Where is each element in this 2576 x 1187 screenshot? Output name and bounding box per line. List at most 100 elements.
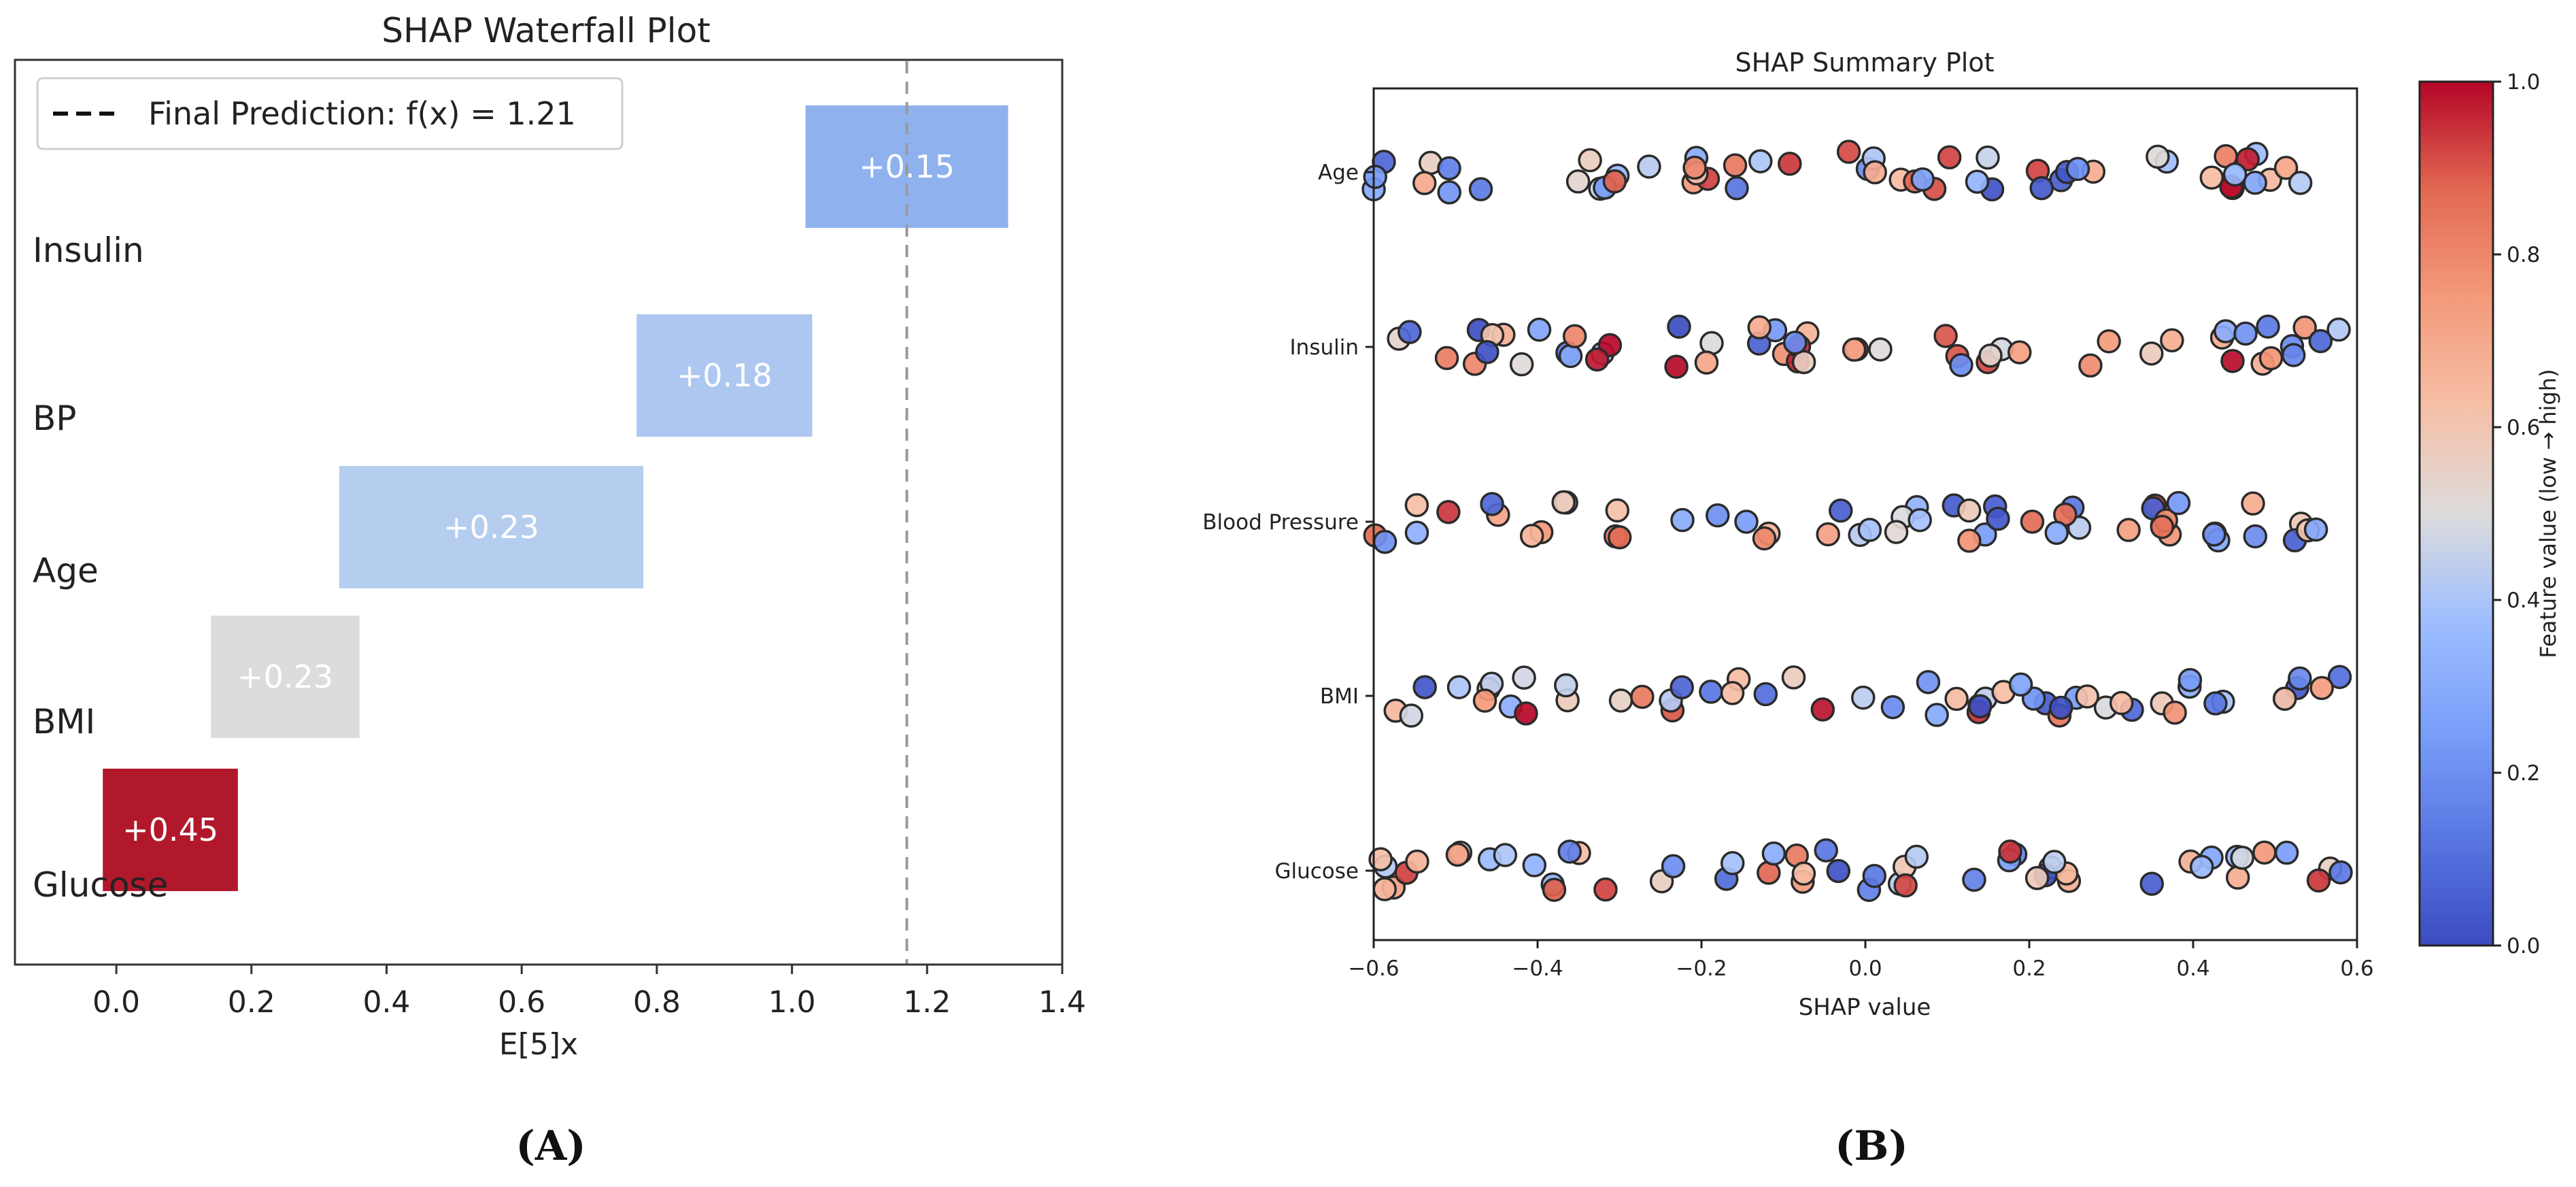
beeswarm-point [1829,498,1853,523]
beeswarm-point [1880,695,1905,720]
beeswarm-point [2252,840,2277,865]
beeswarm-point [1725,175,1749,201]
beeswarm-point [2243,524,2268,549]
legend-box [36,77,624,150]
beeswarm-point [2273,686,2297,712]
beeswarm-point [1554,673,1578,698]
beeswarm-point [1904,844,1929,869]
beeswarm-point [1397,320,1422,344]
beeswarm-point [1699,680,1723,704]
beeswarm-point [1968,694,1993,719]
beeswarm-category-label: Insulin [1290,335,1359,360]
beeswarm-point [2214,319,2238,344]
beeswarm-point [1412,171,1437,195]
beeswarm-point [1493,843,1518,867]
beeswarm-point [1522,853,1547,877]
waterfall-bars [103,105,1009,891]
beeswarm-point [1472,688,1497,713]
beeswarm-point [1908,507,1932,533]
beeswarm-point [1753,682,1778,707]
waterfall-xtick-label: 1.4 [1038,985,1086,1020]
beeswarm-point [1578,148,1602,173]
beeswarm-point [2203,691,2228,716]
beeswarm-point [1976,145,2000,170]
panel-label-b: (B) [1835,1122,1908,1170]
beeswarm-point [1791,861,1816,886]
beeswarm-point [1437,156,1461,181]
colorbar-gradient [2418,80,2494,947]
beeswarm-point [2150,514,2175,539]
beeswarm-point [1584,347,1610,372]
beeswarm-point [1978,343,2003,368]
waterfall-chart: SHAP Waterfall Plot +0.45 +0.23 +0.23 +0.18… [14,11,1086,1170]
beeswarm-point [1630,684,1655,709]
waterfall-category-labels: Glucose BMI Age BP Insulin [33,231,168,905]
beeswarm-point [1434,346,1459,371]
beeswarm-point [1514,701,1538,726]
waterfall-category-label: Glucose [33,865,168,905]
beeswarm-point [2146,144,2170,169]
beeswarm-xtick-label: −0.6 [1348,956,1399,981]
beeswarm-point [2288,666,2312,691]
beeswarm-point [2029,175,2054,201]
beeswarm-point [2328,860,2353,885]
beeswarm-point [2274,840,2299,865]
beeswarm-point [1664,354,1689,379]
beeswarm-point [1694,350,1719,375]
beeswarm-point [1509,352,1534,377]
beeswarm-point [2166,490,2191,516]
beeswarm-point [1836,139,1861,164]
beeswarm-plot-frame [1372,87,2358,941]
colorbar-tick-label: 0.0 [2507,934,2540,958]
waterfall-bar-value-label: +0.45 [122,812,218,848]
beeswarm-point [1527,317,1552,342]
beeswarm-x-axis-label: SHAP value [1799,994,1931,1021]
beeswarm-point [1557,839,1582,864]
beeswarm-point [2020,509,2045,534]
beeswarm-xtick-label: 0.4 [2176,956,2209,981]
beeswarm-point [1558,344,1583,369]
beeswarm-point [1468,177,1493,201]
beeswarm-point [1884,520,1909,544]
panel-label-a: (A) [515,1122,586,1170]
beeswarm-point [2303,517,2328,542]
beeswarm-point [1962,867,1986,892]
beeswarm-point [1956,498,1982,523]
beeswarm-category-label: BMI [1320,684,1359,709]
beeswarm-point [2109,690,2134,716]
beeswarm-point [1944,686,1969,712]
waterfall-category-label: BMI [33,702,95,741]
beeswarm-point [1372,877,1397,901]
beeswarm-point [1682,155,1707,180]
beeswarm-point [1608,688,1633,713]
beeswarm-point [1937,145,1962,170]
beeswarm-chart: SHAP Summary Plot Age Insulin Blood Pressu… [1202,48,2561,1170]
beeswarm-point [1868,337,1893,362]
beeswarm-xtick-label: −0.2 [1676,956,1727,981]
beeswarm-point [1551,490,1576,515]
beeswarm-point [1862,863,1887,888]
beeswarm-point [1602,169,1627,194]
beeswarm-point [1761,841,1786,866]
beeswarm-point [1565,169,1591,194]
waterfall-plot-frame [14,58,1064,966]
beeswarm-title: SHAP Summary Plot [1735,48,1994,78]
waterfall-bar-value-label: +0.23 [237,658,333,695]
beeswarm-yticks: Age Insulin Blood Pressure BMI Glucose [1202,161,1374,884]
waterfall-bar-bmi [211,616,360,738]
beeswarm-point [1893,873,1918,898]
beeswarm-point [2281,343,2306,367]
beeswarm-point [2230,846,2254,870]
waterfall-bar-glucose [103,769,238,891]
beeswarm-point [1593,877,1618,902]
beeswarm-point [2220,348,2245,373]
beeswarm-point [2177,667,2203,692]
beeswarm-point [1965,169,1990,194]
beeswarm-point [1782,330,1808,355]
beeswarm-point [1405,849,1429,874]
beeswarm-point [2292,315,2317,340]
beeswarm-point [1720,681,1745,705]
colorbar-label: Feature value (low → high) [2535,369,2561,658]
beeswarm-point [2044,520,2069,546]
beeswarm-category-label: Blood Pressure [1202,510,1359,535]
